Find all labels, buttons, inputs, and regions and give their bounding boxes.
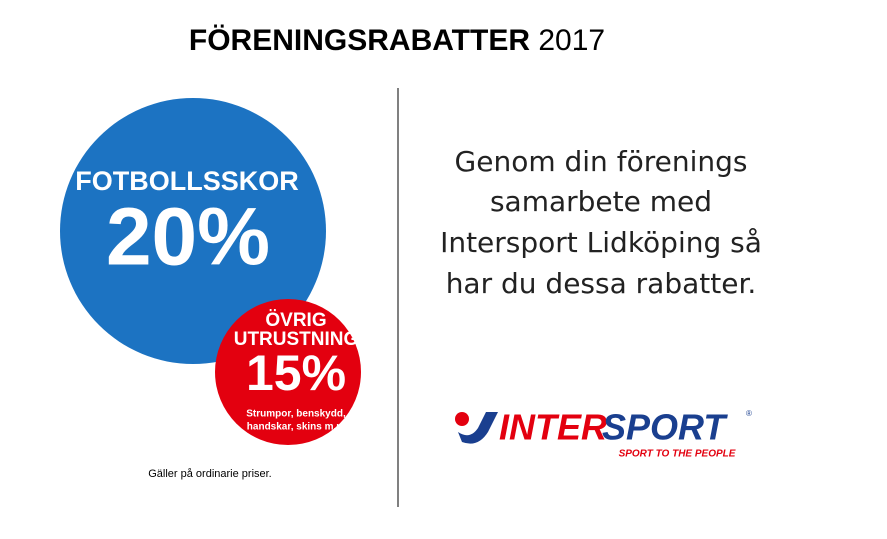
logo: INTER SPORT ® SPORT TO THE PEOPLE [455, 407, 752, 460]
other-label: UTRUSTNING [234, 329, 359, 350]
logo-sport: SPORT [602, 407, 728, 448]
other-discount: 15% [246, 345, 346, 401]
blue-circle [60, 98, 326, 364]
logo-tagline: SPORT TO THE PEOPLE [619, 449, 736, 460]
title: FÖRENINGSRABATTER 2017 [189, 24, 605, 57]
message-line: har du dessa rabatter. [446, 267, 757, 300]
message-line: Genom din förenings [455, 145, 748, 178]
logo-swoosh [458, 412, 498, 444]
message-line: samarbete med [490, 185, 712, 218]
title-year: 2017 [538, 24, 605, 57]
red-circle [215, 299, 361, 445]
logo-inter: INTER [499, 407, 607, 448]
other-label: ÖVRIG [265, 310, 326, 331]
title-bold: FÖRENINGSRABATTER [189, 24, 530, 57]
offer-label: FOTBOLLSSKOR [75, 166, 299, 196]
other-detail: handskar, skins m.m [247, 422, 345, 433]
other-detail: Strumpor, benskydd, [246, 409, 346, 420]
logo-registered: ® [746, 409, 752, 418]
offer-discount: 20% [106, 192, 270, 283]
logo-dot [455, 412, 469, 426]
note: Gäller på ordinarie priser. [148, 468, 272, 480]
message-line: Intersport Lidköping så [440, 226, 762, 259]
